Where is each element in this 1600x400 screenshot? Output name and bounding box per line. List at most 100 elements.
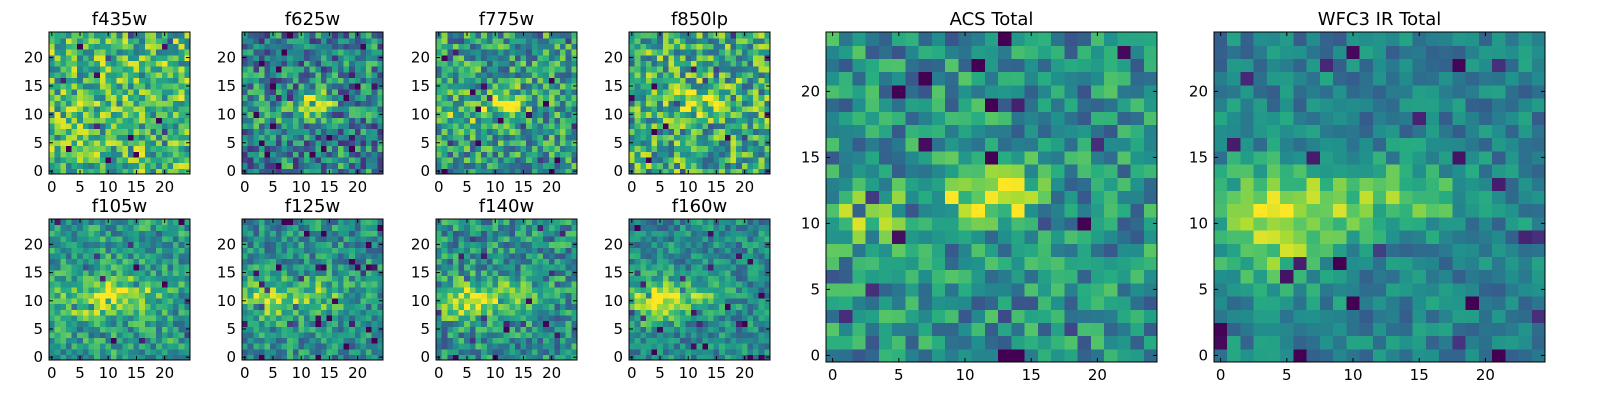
heatmap-cell <box>481 117 488 124</box>
heatmap-cell <box>82 292 90 299</box>
heatmap-cell <box>447 60 454 67</box>
heatmap-cell <box>173 309 180 316</box>
heatmap-cell <box>167 139 174 147</box>
heatmap-cell <box>320 94 328 101</box>
heatmap-cell <box>441 252 448 260</box>
heatmap-cell <box>360 88 367 96</box>
panel-title: f105w <box>92 196 147 217</box>
heatmap-cell <box>629 162 636 169</box>
heatmap-cell <box>247 105 254 113</box>
heatmap-cell <box>315 54 322 61</box>
heatmap-cell <box>343 297 350 305</box>
x-tick-label: 15 <box>320 364 339 382</box>
heatmap-cell <box>674 343 681 350</box>
heatmap-cell <box>753 134 760 141</box>
heatmap-cell <box>360 230 367 237</box>
heatmap-cell <box>526 128 533 135</box>
heatmap-cell <box>167 151 174 158</box>
heatmap-cell <box>54 343 61 350</box>
heatmap-cell <box>486 303 493 310</box>
heatmap-cell <box>503 331 510 339</box>
heatmap-cell <box>377 156 384 164</box>
heatmap-cell <box>436 88 443 96</box>
heatmap-cell <box>441 264 448 271</box>
heatmap-cell <box>173 286 180 293</box>
heatmap-cell <box>167 309 174 316</box>
heatmap-cell <box>696 43 703 50</box>
heatmap-cell <box>337 128 345 135</box>
heatmap-cell <box>173 326 180 333</box>
heatmap-cell <box>247 66 254 73</box>
heatmap-cell <box>724 286 732 293</box>
x-tick-label: 15 <box>320 178 339 196</box>
heatmap-cell <box>242 281 249 288</box>
heatmap-cell <box>436 264 443 271</box>
heatmap-cell <box>94 37 101 44</box>
heatmap-cell <box>161 94 169 101</box>
heatmap-cell <box>509 88 516 96</box>
x-tick-label: 20 <box>542 364 561 382</box>
heatmap-cell <box>88 286 95 293</box>
heatmap-cell <box>343 303 350 310</box>
heatmap-cell <box>458 269 465 276</box>
heatmap-cell <box>645 37 653 44</box>
heatmap-cell <box>94 247 101 254</box>
heatmap-cell <box>127 286 135 293</box>
heatmap-cell <box>458 258 465 265</box>
heatmap-cell <box>531 94 539 101</box>
heatmap-cell <box>133 151 140 158</box>
heatmap-cell <box>173 320 180 327</box>
heatmap-cell <box>685 303 692 310</box>
heatmap-cell <box>247 122 254 130</box>
heatmap-cell <box>178 83 185 90</box>
heatmap-cell <box>332 83 339 90</box>
heatmap-cell <box>281 219 288 226</box>
heatmap-cell <box>371 343 378 350</box>
heatmap-cell <box>292 168 299 175</box>
heatmap-cell <box>441 32 448 39</box>
heatmap-cell <box>139 49 146 56</box>
heatmap-cell <box>674 71 681 79</box>
heatmap-cell <box>645 66 653 73</box>
heatmap-cell <box>475 354 482 361</box>
heatmap-cell <box>640 286 647 293</box>
heatmap-cell <box>548 83 556 90</box>
heatmap-cell <box>161 145 169 152</box>
heatmap-cell <box>156 343 163 350</box>
heatmap-cell <box>447 54 454 61</box>
heatmap-cell <box>753 32 760 39</box>
heatmap-cell <box>747 343 754 350</box>
heatmap-cell <box>298 247 305 254</box>
heatmap-cell <box>326 100 333 107</box>
heatmap-cell <box>156 43 163 50</box>
heatmap-cell <box>144 71 152 79</box>
heatmap-cell <box>71 168 78 175</box>
heatmap-cell <box>481 241 488 248</box>
heatmap-cell <box>498 49 505 56</box>
heatmap-cell <box>122 343 129 350</box>
heatmap-cell <box>292 247 299 254</box>
heatmap-cell <box>287 94 294 101</box>
heatmap-cell <box>514 111 522 118</box>
heatmap-cell <box>105 292 112 299</box>
heatmap-cell <box>679 286 686 293</box>
heatmap-cell <box>270 230 277 237</box>
heatmap-cell <box>758 297 765 305</box>
heatmap-cell <box>707 337 715 344</box>
heatmap-cell <box>526 343 533 350</box>
heatmap-cell <box>111 337 118 344</box>
heatmap-cell <box>503 156 510 164</box>
heatmap-cell <box>139 337 146 344</box>
heatmap-cell <box>685 337 692 344</box>
heatmap-cell <box>724 343 732 350</box>
heatmap-cell <box>150 348 157 355</box>
heatmap-cell <box>492 134 499 141</box>
heatmap-cell <box>54 151 61 158</box>
heatmap-cell <box>702 162 709 169</box>
heatmap-cell <box>116 156 123 164</box>
heatmap-cell <box>651 168 658 175</box>
heatmap-cell <box>122 139 129 147</box>
heatmap-cell <box>264 292 271 299</box>
heatmap-cell <box>133 111 140 118</box>
heatmap-cell <box>49 264 56 271</box>
